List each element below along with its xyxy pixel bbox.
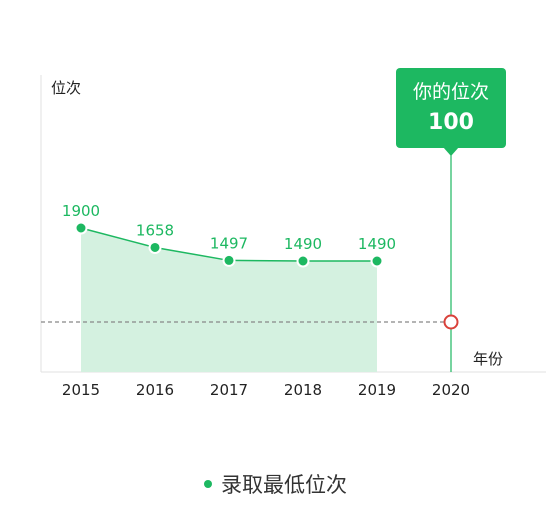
data-point [296, 254, 310, 268]
x-tick-label: 2018 [284, 381, 322, 399]
callout-box [396, 68, 506, 148]
x-tick-label: 2017 [210, 381, 248, 399]
reference-marker [443, 314, 459, 330]
data-point [74, 221, 88, 235]
data-point [370, 254, 384, 268]
data-label: 1490 [284, 235, 322, 253]
data-point [148, 240, 162, 254]
data-label: 1900 [62, 202, 100, 220]
x-axis-label: 年份 [473, 350, 503, 368]
legend: 录取最低位次 [0, 466, 551, 502]
data-label: 1490 [358, 235, 396, 253]
x-tick-label: 2019 [358, 381, 396, 399]
data-point [222, 253, 236, 267]
data-label: 1497 [210, 234, 248, 252]
callout-value: 100 [428, 110, 474, 135]
x-tick-label: 2020 [432, 381, 470, 399]
rank-callout: 你的位次 100 [396, 68, 506, 372]
legend-label: 录取最低位次 [221, 473, 347, 497]
data-label: 1658 [136, 221, 174, 239]
x-tick-label: 2016 [136, 381, 174, 399]
legend-marker [204, 480, 212, 488]
y-axis-label: 位次 [51, 79, 81, 97]
callout-title: 你的位次 [413, 81, 489, 103]
callout-pointer [443, 147, 459, 156]
x-tick-label: 2015 [62, 381, 100, 399]
